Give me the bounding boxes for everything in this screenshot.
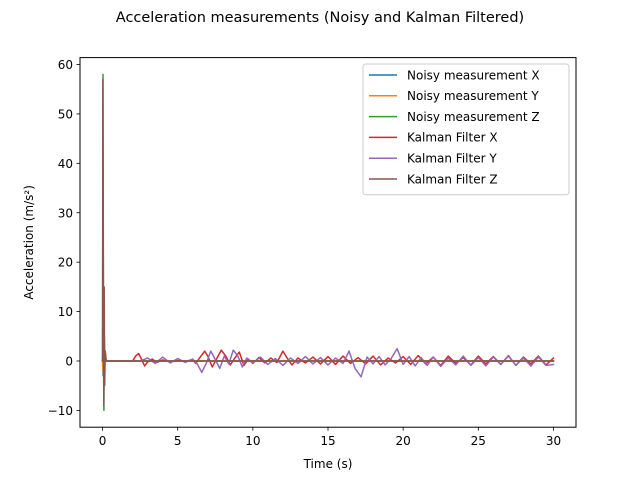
x-tick-label-0: 0: [99, 434, 107, 448]
series-line-5: [101, 78, 555, 407]
legend-label-3: Kalman Filter X: [407, 131, 498, 145]
legend-label-0: Noisy measurement X: [407, 68, 540, 82]
y-tick-label-4: 30: [58, 206, 73, 220]
y-tick-label-1: 0: [65, 354, 73, 368]
legend: Noisy measurement X Noisy measurement Y No…: [362, 63, 570, 196]
x-axis: 0 5 10 15 20 25 30: [99, 427, 561, 448]
legend-label-1: Noisy measurement Y: [407, 89, 539, 103]
x-tick-label-1: 5: [174, 434, 182, 448]
series-line-1: [101, 345, 555, 372]
y-tick-label-5: 40: [58, 157, 73, 171]
y-tick-label-2: 10: [58, 305, 73, 319]
x-tick-label-3: 15: [320, 434, 335, 448]
legend-label-2: Noisy measurement Z: [407, 110, 540, 124]
chart-title: Acceleration measurements (Noisy and Kal…: [116, 10, 524, 26]
x-tick-label-5: 25: [471, 434, 486, 448]
y-axis: −10 0 10 20 30 40 50 60: [48, 58, 80, 418]
legend-label-5: Kalman Filter Z: [407, 172, 498, 186]
y-tick-label-3: 20: [58, 256, 73, 270]
y-tick-label-6: 50: [58, 107, 73, 121]
series-line-4: [101, 347, 555, 378]
y-tick-label-0: −10: [48, 404, 73, 418]
x-tick-label-6: 30: [546, 434, 561, 448]
y-tick-label-7: 60: [58, 58, 73, 72]
x-tick-label-2: 10: [245, 434, 260, 448]
legend-box: [362, 63, 570, 196]
legend-label-4: Kalman Filter Y: [407, 152, 497, 166]
x-axis-label: Time (s): [303, 457, 353, 471]
x-tick-label-4: 20: [396, 434, 411, 448]
y-axis-label: Acceleration (m/s²): [22, 185, 36, 300]
plot-content: [101, 73, 555, 412]
